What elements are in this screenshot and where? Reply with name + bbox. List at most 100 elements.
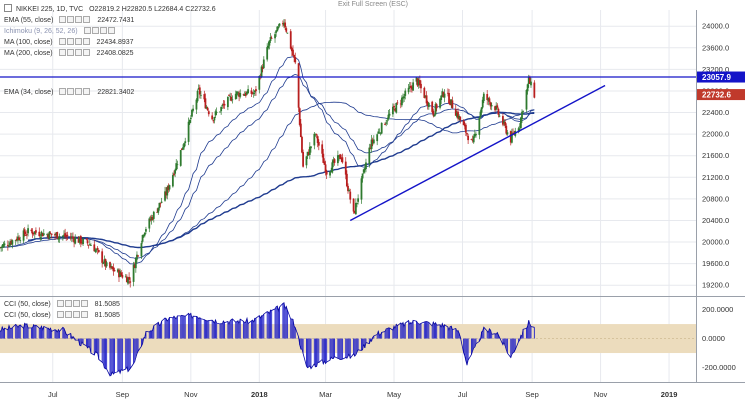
- settings-icon[interactable]: [66, 49, 74, 56]
- candle-body: [426, 102, 429, 106]
- candle-body: [289, 31, 292, 49]
- more-icon[interactable]: [83, 16, 91, 23]
- candle-body: [526, 84, 529, 92]
- candle-body: [260, 66, 263, 78]
- candle-body: [212, 120, 215, 122]
- candle-body: [512, 132, 514, 134]
- more-icon[interactable]: [82, 38, 90, 45]
- settings-icon[interactable]: [64, 311, 72, 318]
- candle-body: [219, 111, 221, 113]
- candle-body: [42, 233, 45, 236]
- candle-body: [297, 63, 300, 108]
- candle-body: [338, 155, 340, 157]
- candle-body: [294, 57, 297, 63]
- indicator-value: 22821.3402: [97, 89, 135, 96]
- eye-icon[interactable]: [58, 38, 66, 45]
- candle-body: [246, 91, 248, 95]
- candle-body: [133, 265, 136, 268]
- cci-axis[interactable]: 200.0000 0.0000 -200.0000: [702, 305, 736, 372]
- collapse-toggle-icon[interactable]: [4, 4, 12, 12]
- candle-body: [489, 102, 492, 107]
- cci-histogram: [0, 302, 535, 377]
- close-icon[interactable]: [99, 27, 107, 34]
- settings-icon[interactable]: [64, 300, 72, 307]
- close-icon[interactable]: [75, 16, 83, 23]
- candle-body: [466, 133, 468, 135]
- more-icon[interactable]: [80, 311, 88, 318]
- eye-icon[interactable]: [59, 88, 67, 95]
- close-icon[interactable]: [74, 38, 82, 45]
- eye-icon[interactable]: [59, 16, 67, 23]
- candle-body: [127, 277, 129, 284]
- indicator-legend-row[interactable]: MA (100, close) 22434.8937: [4, 38, 134, 48]
- more-icon[interactable]: [107, 27, 115, 34]
- candle-body: [101, 251, 104, 263]
- candle-body: [370, 139, 373, 150]
- close-icon[interactable]: [75, 88, 83, 95]
- settings-icon[interactable]: [67, 88, 75, 95]
- candle-body: [189, 117, 192, 120]
- exit-fullscreen-button[interactable]: Exit Full Screen (ESC): [337, 1, 409, 8]
- more-icon[interactable]: [83, 88, 91, 95]
- indicator-legend-row[interactable]: EMA (55, close) 22472.7431: [4, 16, 134, 26]
- candle-body: [392, 106, 394, 115]
- indicator-legend-row[interactable]: MA (200, close) 22408.0825: [4, 49, 134, 59]
- candle-body: [2, 244, 5, 247]
- candle-body: [478, 117, 481, 135]
- eye-icon[interactable]: [56, 311, 64, 318]
- indicator-value: 81.5085: [94, 312, 120, 319]
- time-axis[interactable]: Jul Sep Nov 2018 Mar May Jul Sep Nov 2019: [48, 390, 677, 399]
- time-tick-label: May: [387, 390, 401, 399]
- candle-body: [407, 87, 410, 93]
- candle-body: [494, 106, 496, 111]
- settings-icon[interactable]: [91, 27, 99, 34]
- trendline[interactable]: [349, 84, 606, 222]
- candles: [0, 18, 536, 288]
- eye-icon[interactable]: [56, 300, 64, 307]
- cci-legend-row[interactable]: CCI (50, close) 81.5085: [4, 311, 120, 321]
- candle-body: [205, 106, 208, 109]
- close-icon[interactable]: [72, 311, 80, 318]
- candle-body: [344, 161, 347, 175]
- candle-body: [425, 95, 428, 104]
- close-icon[interactable]: [74, 49, 82, 56]
- indicator-legend-row[interactable]: Ichimoku (9, 26, 52, 26): [4, 27, 116, 37]
- candle-body: [102, 263, 105, 265]
- close-icon[interactable]: [72, 300, 80, 307]
- candle-body: [315, 134, 318, 135]
- candle-body: [457, 111, 459, 119]
- candle-body: [30, 229, 33, 232]
- candle-body: [525, 89, 528, 110]
- candle-body: [253, 90, 256, 93]
- candle-body: [97, 249, 100, 253]
- time-tick-label: 2019: [661, 390, 678, 399]
- settings-icon[interactable]: [67, 16, 75, 23]
- candle-body: [230, 96, 233, 101]
- candle-body: [228, 95, 230, 97]
- candle-body: [433, 114, 436, 117]
- candle-body: [276, 26, 279, 32]
- price-tick-label: 23200.0: [702, 65, 729, 74]
- more-icon[interactable]: [80, 300, 88, 307]
- indicator-legend-row[interactable]: EMA (34, close) 22821.3402: [4, 88, 134, 98]
- candle-body: [261, 67, 264, 69]
- price-axis[interactable]: 24000.023600.023200.022800.022400.022000…: [697, 22, 745, 290]
- candle-body: [482, 93, 485, 101]
- candle-body: [498, 115, 501, 117]
- candle-body: [164, 191, 166, 201]
- cci-legend-row[interactable]: CCI (50, close) 81.5085: [4, 300, 120, 310]
- candle-body: [278, 23, 281, 26]
- more-icon[interactable]: [82, 49, 90, 56]
- candle-body: [231, 99, 234, 101]
- resistance-price-label: 23057.9: [702, 73, 731, 82]
- eye-icon[interactable]: [58, 49, 66, 56]
- candle-body: [174, 169, 177, 174]
- cci-tick-label: 200.0000: [702, 305, 733, 314]
- candle-body: [90, 245, 92, 246]
- settings-icon[interactable]: [66, 38, 74, 45]
- candle-body: [173, 173, 175, 176]
- candle-body: [385, 122, 388, 124]
- eye-icon[interactable]: [83, 27, 91, 34]
